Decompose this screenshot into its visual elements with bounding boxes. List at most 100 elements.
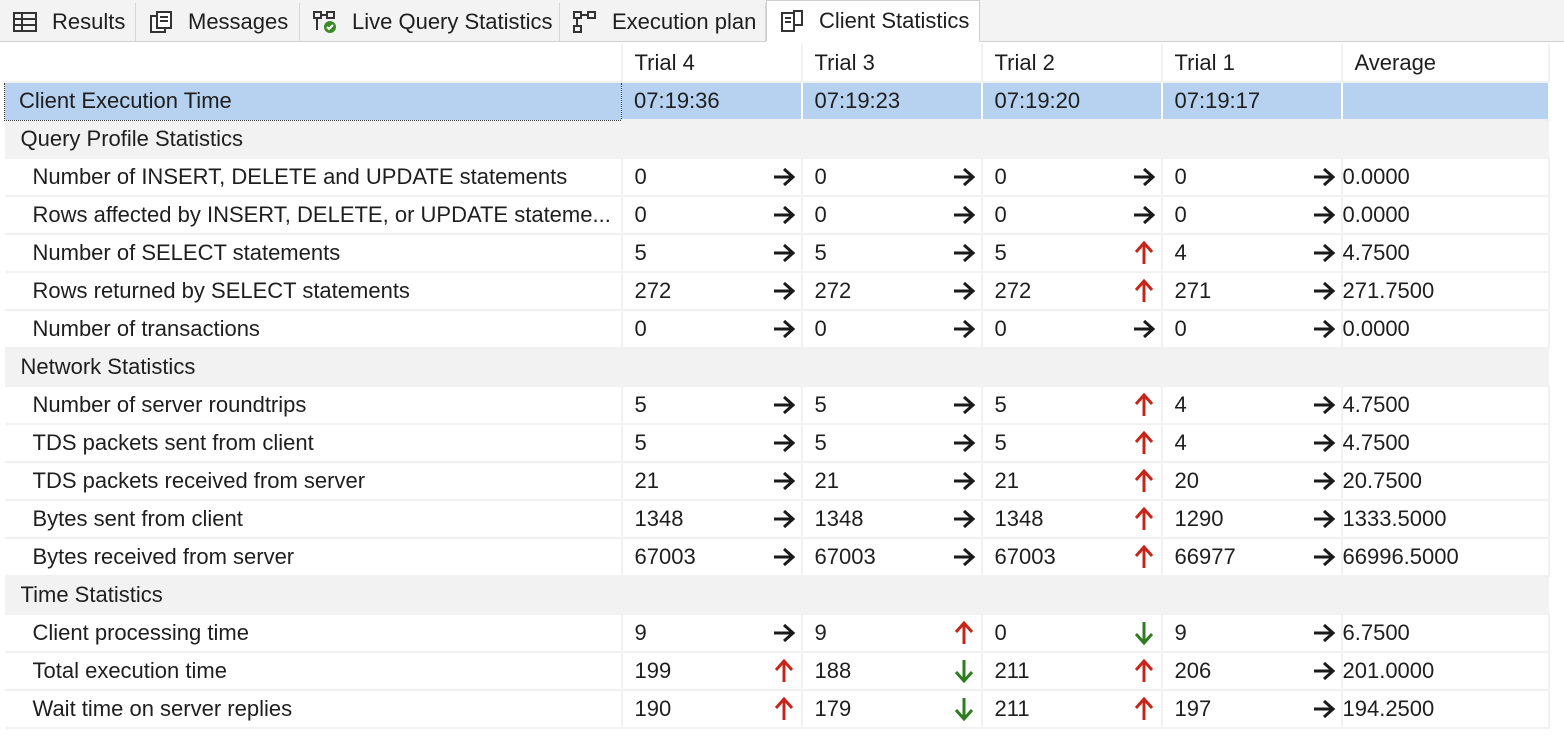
arrow-right-icon: [953, 240, 975, 266]
selected-statistic-row[interactable]: Client Execution Time 07:19:36 07:19:23 07:…: [4, 81, 1550, 121]
trial-value: 1348: [634, 506, 684, 531]
trial-cell: 5: [981, 386, 1163, 425]
statistic-row[interactable]: Wait time on server replies 190 179 211 197 1…: [4, 690, 1550, 729]
trial-value: 211: [994, 696, 1030, 721]
trial-cell: 5: [621, 234, 803, 273]
trial-value: 272: [994, 278, 1032, 303]
average-value: 66996.5000: [1341, 538, 1550, 577]
arrow-right-icon: [1133, 202, 1155, 228]
section-header-row[interactable]: Time Statistics: [4, 576, 1549, 615]
trial-cell: 190: [621, 690, 803, 729]
trial-cell: 188: [801, 652, 983, 691]
trial-value: 07:19:20: [994, 88, 1081, 113]
statistic-row[interactable]: TDS packets received from server 21 21 21 20…: [4, 462, 1550, 501]
trial-value: 67003: [634, 544, 696, 569]
average-value: 6.7500: [1341, 614, 1550, 653]
statistic-label: Client processing time: [4, 614, 623, 653]
trial-cell: 0: [801, 196, 983, 235]
statistic-row[interactable]: Bytes received from server 67003 67003 6700…: [4, 538, 1550, 577]
statistic-row[interactable]: Bytes sent from client 1348 1348 1348 1290 13…: [4, 500, 1550, 539]
column-header-average[interactable]: Average: [1341, 44, 1550, 83]
trial-cell: 0: [981, 196, 1163, 235]
arrow-up-icon: [1133, 506, 1155, 532]
statistic-row[interactable]: Client processing time 9 9 0 9 6.7500: [4, 614, 1550, 653]
trial-cell: 0: [1161, 196, 1343, 235]
section-header-row[interactable]: Network Statistics: [4, 348, 1549, 387]
arrow-right-icon: [953, 430, 975, 456]
trial-cell: 21: [801, 462, 983, 501]
arrow-right-icon: [953, 278, 975, 304]
arrow-right-icon: [1133, 316, 1155, 342]
trial-cell: 07:19:20: [981, 82, 1163, 121]
trial-cell: 211: [981, 652, 1163, 691]
average-value: 0.0000: [1341, 310, 1550, 349]
tab-label: Execution plan: [612, 9, 757, 34]
trial-value: 206: [1174, 658, 1212, 683]
trial-cell: 5: [981, 234, 1163, 273]
arrow-up-icon: [773, 658, 795, 684]
trial-cell: 179: [801, 690, 983, 729]
live-stats-icon: [312, 10, 338, 34]
arrow-right-icon: [1313, 164, 1335, 190]
statistic-row[interactable]: Number of transactions 0 0 0 0 0.0000: [4, 310, 1550, 349]
trial-cell: 67003: [621, 538, 803, 577]
trial-value: 272: [634, 278, 672, 303]
trial-value: 9: [814, 620, 827, 645]
trial-value: 67003: [994, 544, 1056, 569]
arrow-up-icon: [773, 696, 795, 722]
column-header-row: Trial 4 Trial 3 Trial 2 Trial 1 Average: [4, 44, 1550, 83]
column-header-trial-2[interactable]: Trial 2: [981, 44, 1163, 83]
trial-cell: 5: [801, 386, 983, 425]
trial-value: 0: [994, 620, 1007, 645]
arrow-right-icon: [773, 278, 795, 304]
average-value: 4.7500: [1341, 234, 1550, 273]
trial-cell: 0: [981, 158, 1163, 197]
section-header-row[interactable]: Query Profile Statistics: [4, 120, 1549, 159]
statistic-row[interactable]: Rows affected by INSERT, DELETE, or UPDA…: [4, 196, 1550, 235]
trial-value: 1348: [994, 506, 1044, 531]
column-header-trial-3[interactable]: Trial 3: [801, 44, 983, 83]
trial-cell: 197: [1161, 690, 1343, 729]
arrow-right-icon: [1313, 392, 1335, 418]
statistic-row[interactable]: Number of INSERT, DELETE and UPDATE stat…: [4, 158, 1550, 197]
client-statistics-grid: Trial 4 Trial 3 Trial 2 Trial 1 Average …: [4, 44, 1550, 729]
trial-cell: 199: [621, 652, 803, 691]
trial-value: 0: [814, 164, 827, 189]
statistic-label: Client Execution Time: [4, 81, 622, 121]
trial-value: 5: [994, 240, 1007, 265]
arrow-right-icon: [773, 164, 795, 190]
tab-execution-plan[interactable]: Execution plan: [560, 3, 766, 41]
trial-value: 0: [1174, 164, 1187, 189]
trial-value: 197: [1174, 696, 1212, 721]
tab-live-query-statistics[interactable]: Live Query Statistics: [300, 3, 560, 41]
trial-cell: 21: [621, 462, 803, 501]
statistic-row[interactable]: TDS packets sent from client 5 5 5 4 4.7500: [4, 424, 1550, 463]
tab-results[interactable]: Results: [0, 3, 136, 41]
trial-cell: 9: [1161, 614, 1343, 653]
statistic-row[interactable]: Number of server roundtrips 5 5 5 4 4.7500: [4, 386, 1550, 425]
trial-value: 07:19:23: [814, 88, 901, 113]
arrow-right-icon: [773, 202, 795, 228]
arrow-up-icon: [953, 620, 975, 646]
arrow-right-icon: [1313, 468, 1335, 494]
statistic-row[interactable]: Number of SELECT statements 5 5 5 4 4.7500: [4, 234, 1550, 273]
arrow-up-icon: [1133, 430, 1155, 456]
statistic-row[interactable]: Total execution time 199 188 211 206 201.0000: [4, 652, 1550, 691]
trial-value: 0: [814, 202, 827, 227]
trial-cell: 4: [1161, 234, 1343, 273]
trial-cell: 0: [621, 196, 803, 235]
column-header-trial-1[interactable]: Trial 1: [1161, 44, 1343, 83]
arrow-right-icon: [773, 240, 795, 266]
trial-cell: 5: [621, 424, 803, 463]
trial-cell: 9: [621, 614, 803, 653]
tab-client-statistics[interactable]: Client Statistics: [766, 0, 980, 42]
statistic-row[interactable]: Rows returned by SELECT statements 272 272…: [4, 272, 1550, 311]
average-value: [1341, 82, 1550, 121]
average-value: 201.0000: [1341, 652, 1550, 691]
statistic-label: Total execution time: [4, 652, 623, 691]
column-header-trial-4[interactable]: Trial 4: [621, 44, 803, 83]
tab-messages[interactable]: Messages: [136, 3, 300, 41]
statistic-label: Number of transactions: [4, 310, 623, 349]
arrow-down-icon: [1133, 620, 1155, 646]
statistic-label: Rows returned by SELECT statements: [4, 272, 623, 311]
